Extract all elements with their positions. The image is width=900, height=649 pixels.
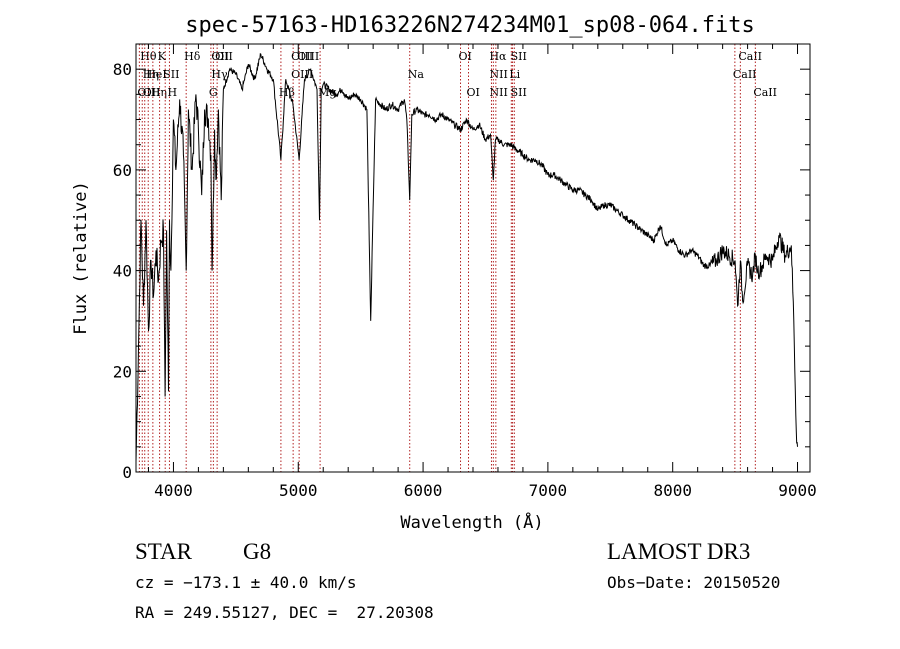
- obs-date: Obs−Date: 20150520: [607, 573, 781, 592]
- line-marker-label: CaII: [733, 68, 757, 81]
- x-tick-label: 4000: [154, 481, 193, 500]
- line-marker-label: Hδ: [184, 50, 201, 63]
- line-marker-label: NII: [489, 68, 507, 81]
- object-type: STAR: [135, 539, 192, 564]
- line-marker-label: CaII: [738, 50, 762, 63]
- line-marker-label: Hθ: [140, 50, 157, 63]
- survey-label: LAMOST DR3: [607, 539, 751, 564]
- x-tick-label: 6000: [404, 481, 443, 500]
- line-marker-label: OII: [143, 86, 161, 99]
- y-tick-label: 40: [113, 262, 132, 281]
- x-tick-label: 8000: [653, 481, 692, 500]
- plot-frame: [135, 43, 811, 473]
- line-marker-label: OI: [467, 86, 480, 99]
- line-marker-label: H: [167, 86, 177, 99]
- line-marker-label: Na: [408, 68, 425, 81]
- line-marker-label: SII: [163, 68, 179, 81]
- line-marker-label: OII: [215, 50, 233, 63]
- x-tick-label: 5000: [279, 481, 318, 500]
- spectrum-line: [135, 52, 798, 462]
- chart-axes: [135, 43, 811, 473]
- line-marker-label: Hα: [489, 50, 507, 63]
- line-marker-label: Hβ: [279, 86, 295, 99]
- tick-labels: 4000 5000 6000 7000 8000 9000 0 20 40 60 80: [113, 60, 817, 500]
- y-tick-label: 0: [122, 463, 132, 482]
- line-marker-label: OII: [137, 86, 155, 99]
- line-marker-label: Hη: [143, 68, 159, 81]
- spectrum-series: [135, 52, 798, 462]
- line-marker-label: Hγ: [211, 68, 228, 81]
- line-marker-label: SII: [511, 50, 527, 63]
- line-marker-label: SII: [511, 86, 527, 99]
- line-marker-label: OIII: [297, 50, 319, 63]
- line-marker-label: K: [158, 50, 167, 63]
- line-marker-label: CaII: [753, 86, 777, 99]
- line-marker-label: Hη: [151, 86, 167, 99]
- coordinates: RA = 249.55127, DEC = 27.20308: [135, 603, 434, 622]
- y-axis-label: Flux (relative): [71, 181, 91, 335]
- line-marker-label: Li: [509, 68, 520, 81]
- cz-velocity: cz = −173.1 ± 40.0 km/s: [135, 573, 357, 592]
- line-marker-label: G: [209, 86, 218, 99]
- x-tick-label: 9000: [778, 481, 817, 500]
- chart-title: spec-57163-HD163226N274234M01_sp08-064.f…: [185, 13, 755, 38]
- y-tick-label: 80: [113, 60, 132, 79]
- x-axis-label: Wavelength (Å): [400, 511, 543, 533]
- y-tick-label: 60: [113, 161, 132, 180]
- line-marker-label: NII: [489, 86, 507, 99]
- line-marker-label: OIII: [291, 50, 313, 63]
- line-markers: OIIHθHηOIIHeIHηKSIIHHδGOIIHγOIIHβOIIIOII…: [137, 44, 777, 472]
- line-marker-label: HeI: [146, 68, 166, 81]
- y-tick-label: 20: [113, 362, 132, 381]
- line-marker-label: OI: [459, 50, 472, 63]
- subclass: G8: [243, 539, 272, 564]
- line-marker-label: OII: [211, 50, 229, 63]
- x-tick-label: 7000: [529, 481, 568, 500]
- line-marker-label: Mg: [318, 86, 336, 99]
